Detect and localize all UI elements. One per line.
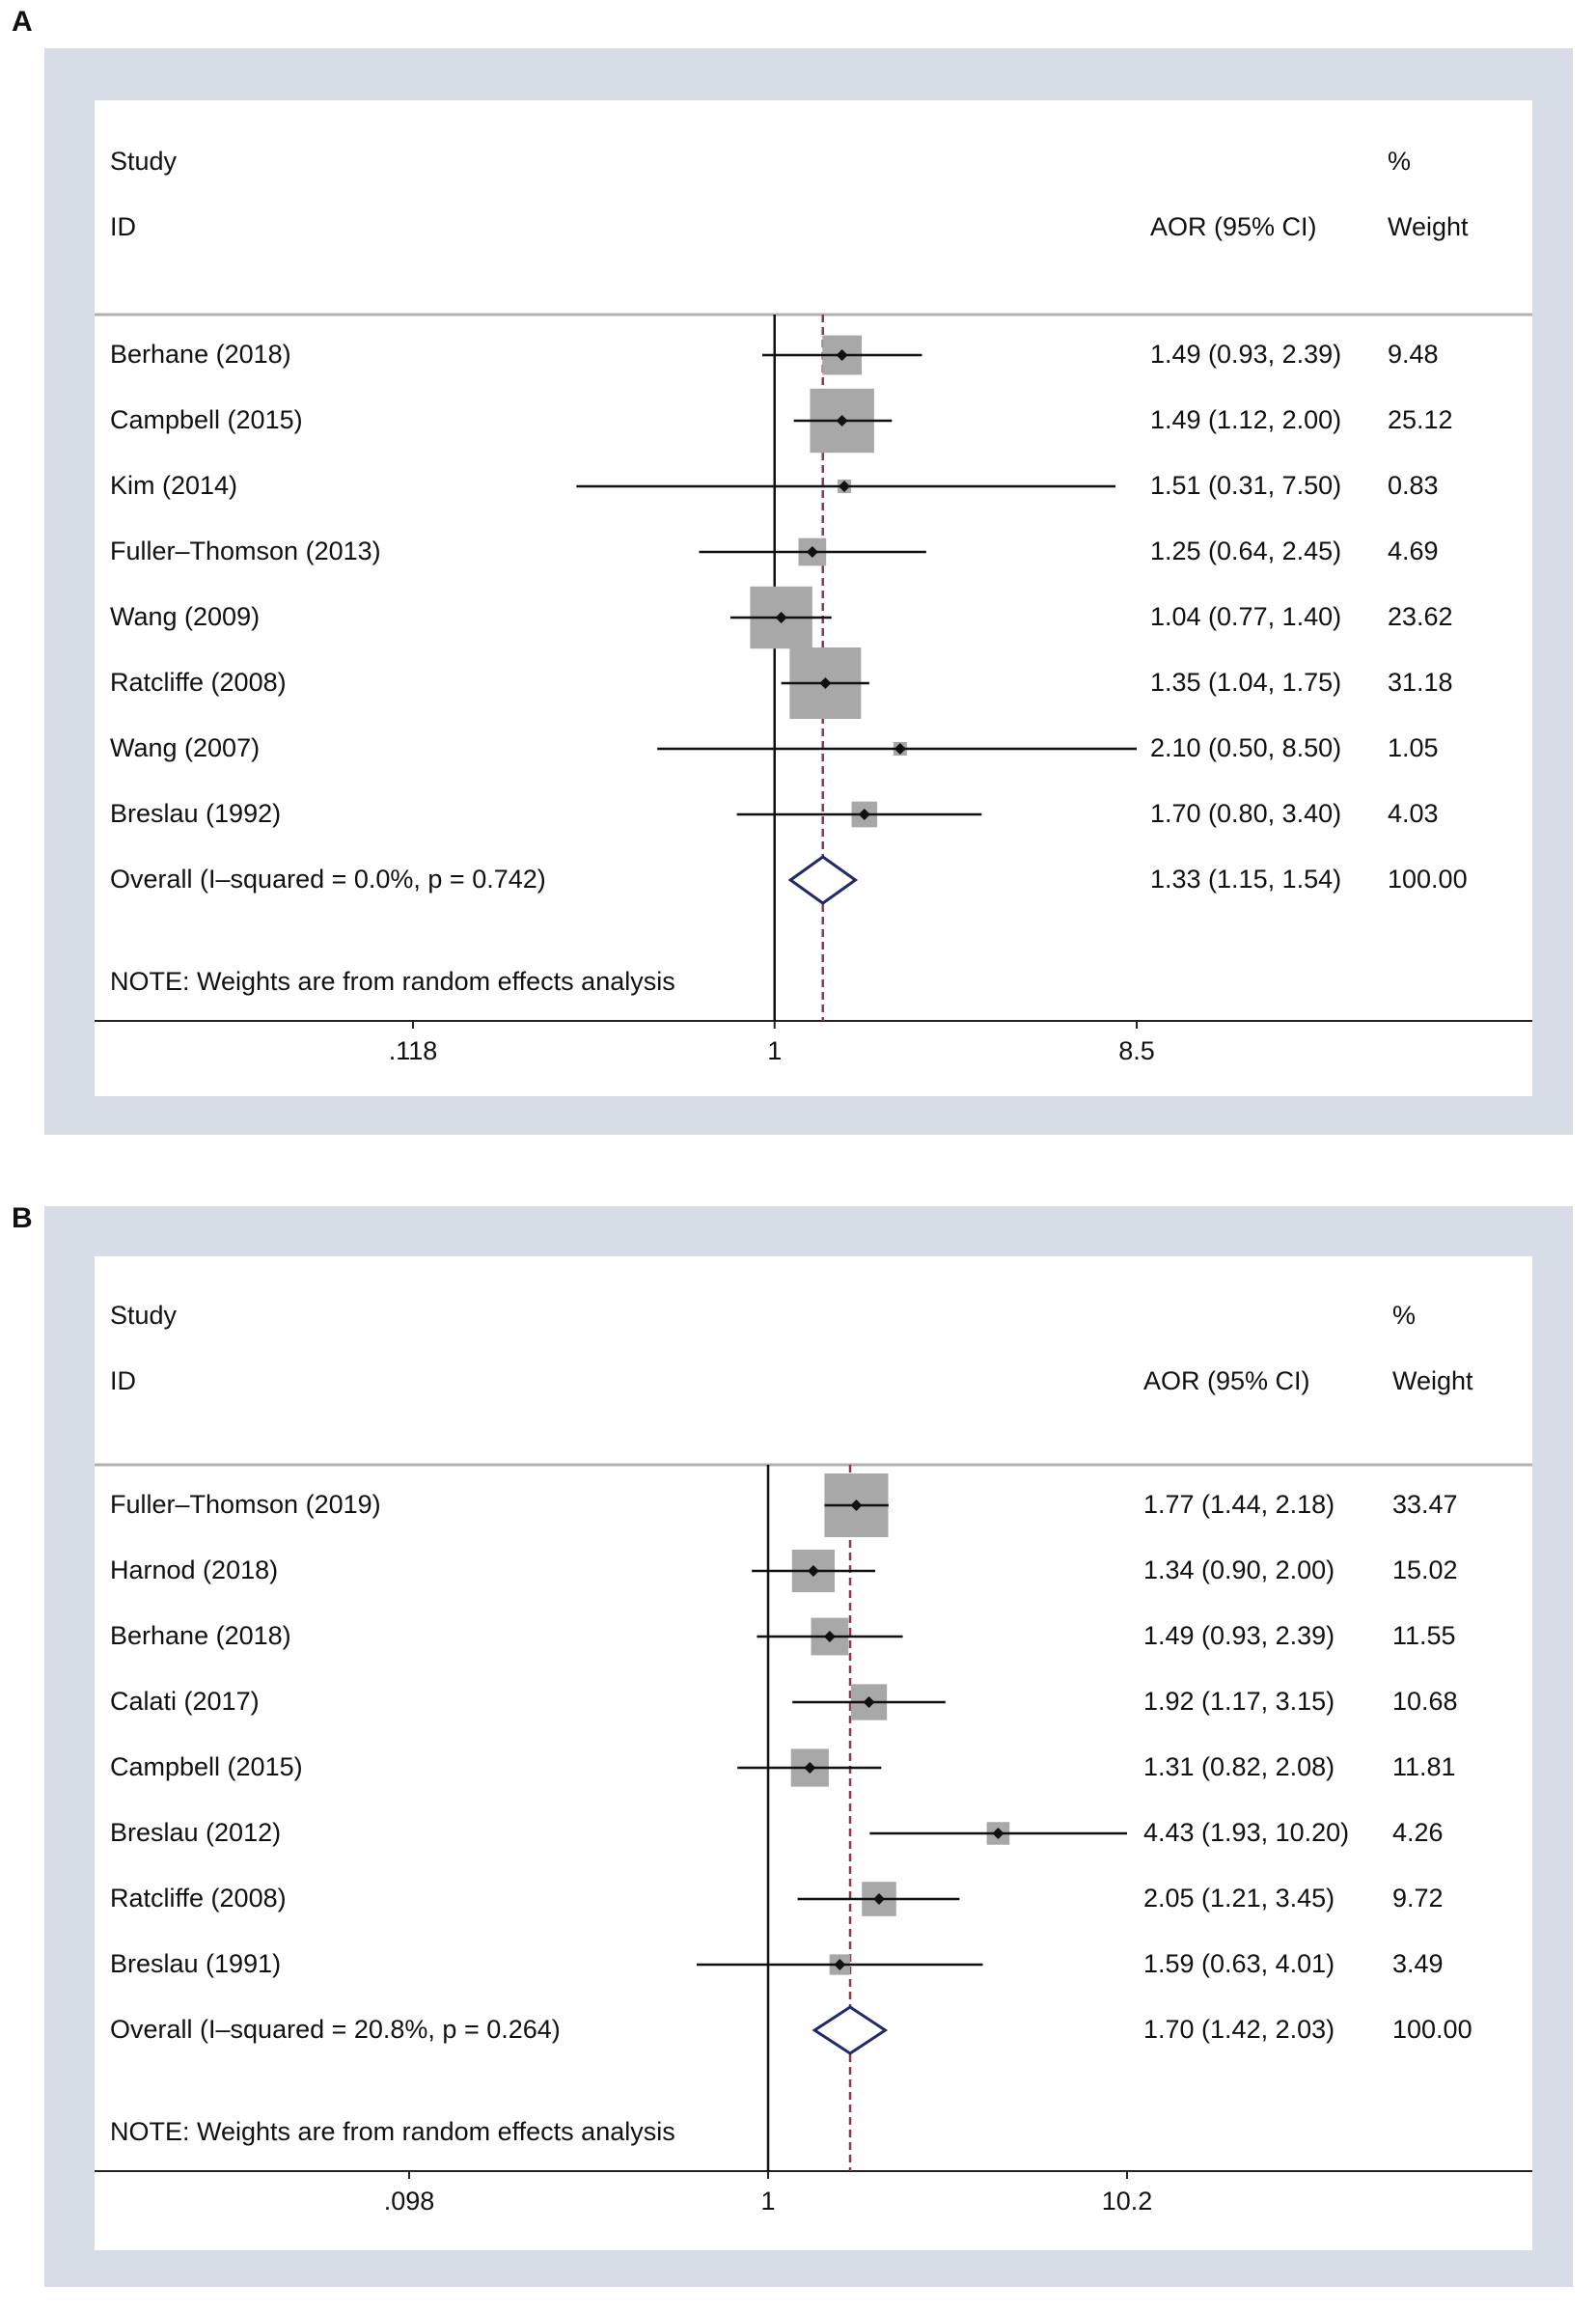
study-ci-label: 1.49 (0.93, 2.39) [1150, 340, 1341, 369]
study-label: Ratcliffe (2008) [110, 668, 287, 697]
header-study: Study [110, 147, 178, 176]
overall-weight-label: 100.00 [1388, 865, 1468, 894]
study-label: Kim (2014) [110, 471, 237, 500]
study-weight-label: 0.83 [1388, 471, 1439, 500]
header-pct: % [1388, 147, 1411, 176]
header-pct: % [1392, 1301, 1416, 1330]
study-ci-label: 1.77 (1.44, 2.18) [1143, 1490, 1335, 1519]
study-ci-label: 1.49 (0.93, 2.39) [1143, 1621, 1335, 1650]
header-id: ID [110, 212, 136, 241]
panel-b-plot-area: Study ID AOR (95% CI)% Weight Fuller–Thomson… [95, 1256, 1532, 2250]
header-study: Study [110, 1301, 178, 1330]
study-weight-label: 9.48 [1388, 340, 1439, 369]
study-weight-label: 3.49 [1392, 1949, 1444, 1978]
point-estimate [804, 1762, 816, 1774]
forest-plot-b: Study ID AOR (95% CI)% Weight Fuller–Thomson… [95, 1301, 1532, 2216]
point-estimate [775, 612, 787, 623]
overall-ci-label: 1.70 (1.42, 2.03) [1143, 2015, 1335, 2044]
overall-label: Overall (I–squared = 20.8%, p = 0.264) [110, 2015, 561, 2044]
study-weight-label: 25.12 [1388, 405, 1453, 434]
study-ci-label: 1.34 (0.90, 2.00) [1143, 1555, 1335, 1584]
study-ci-label: 1.35 (1.04, 1.75) [1150, 668, 1341, 697]
point-estimate [858, 809, 870, 820]
overall-weight-label: 100.00 [1392, 2015, 1472, 2044]
study-weight-label: 10.68 [1392, 1687, 1458, 1716]
study-weight-label: 31.18 [1388, 668, 1453, 697]
note-text: NOTE: Weights are from random effects an… [110, 967, 675, 996]
point-estimate [806, 546, 818, 558]
study-weight-label: 9.72 [1392, 1884, 1444, 1913]
study-ci-label: 1.04 (0.77, 1.40) [1150, 602, 1341, 631]
point-estimate [894, 743, 906, 755]
study-weight-label: 4.69 [1388, 537, 1439, 565]
x-tick-label: 8.5 [1118, 1036, 1155, 1065]
study-weight-label: 23.62 [1388, 602, 1453, 631]
panel-label-a: A [12, 6, 33, 38]
study-label: Harnod (2018) [110, 1555, 278, 1584]
overall-diamond [812, 2005, 889, 2055]
study-label: Berhane (2018) [110, 1621, 291, 1650]
point-estimate [836, 349, 848, 361]
study-weight-label: 33.47 [1392, 1490, 1458, 1519]
study-weight-label: 1.05 [1388, 733, 1439, 762]
header-effect: AOR (95% CI) [1150, 212, 1317, 241]
forest-plot-a: Study ID AOR (95% CI)% Weight Berhane (2018)… [95, 147, 1532, 1065]
study-label: Breslau (1992) [110, 799, 281, 828]
point-estimate [863, 1696, 875, 1708]
overall-label: Overall (I–squared = 0.0%, p = 0.742) [110, 865, 546, 894]
study-label: Wang (2009) [110, 602, 260, 631]
point-estimate [834, 1959, 846, 1970]
point-estimate [836, 415, 848, 427]
study-label: Fuller–Thomson (2013) [110, 537, 381, 565]
study-ci-label: 1.92 (1.17, 3.15) [1143, 1687, 1335, 1716]
point-estimate [873, 1893, 886, 1905]
study-weight-label: 15.02 [1392, 1555, 1458, 1584]
study-label: Wang (2007) [110, 733, 260, 762]
study-ci-label: 1.51 (0.31, 7.50) [1150, 471, 1341, 500]
study-label: Berhane (2018) [110, 340, 291, 369]
header-effect: AOR (95% CI) [1143, 1366, 1310, 1395]
overall-diamond [787, 855, 859, 905]
study-label: Campbell (2015) [110, 1752, 303, 1781]
overall-ci-label: 1.33 (1.15, 1.54) [1150, 865, 1341, 894]
study-weight-label: 11.81 [1392, 1752, 1456, 1781]
study-ci-label: 1.31 (0.82, 2.08) [1143, 1752, 1335, 1781]
header-weight: Weight [1388, 212, 1469, 241]
x-tick-label: 10.2 [1102, 2187, 1153, 2216]
study-ci-label: 4.43 (1.93, 10.20) [1143, 1818, 1349, 1847]
study-weight-label: 11.55 [1392, 1621, 1456, 1650]
study-ci-label: 1.70 (0.80, 3.40) [1150, 799, 1341, 828]
study-label: Campbell (2015) [110, 405, 303, 434]
study-ci-label: 1.49 (1.12, 2.00) [1150, 405, 1341, 434]
study-label: Fuller–Thomson (2019) [110, 1490, 381, 1519]
point-estimate [807, 1565, 819, 1577]
point-estimate [839, 481, 851, 492]
note-text: NOTE: Weights are from random effects an… [110, 2117, 675, 2146]
x-tick-label: 1 [761, 2187, 776, 2216]
study-weight-label: 4.03 [1388, 799, 1439, 828]
panel-a-plot-area: Study ID AOR (95% CI)% Weight Berhane (2018)… [95, 100, 1532, 1096]
point-estimate [819, 677, 832, 689]
study-label: Calati (2017) [110, 1687, 260, 1716]
header-id: ID [110, 1366, 136, 1395]
study-weight-label: 4.26 [1392, 1818, 1444, 1847]
study-label: Ratcliffe (2008) [110, 1884, 287, 1913]
panel-label-b: B [12, 1202, 33, 1234]
x-tick-label: .098 [384, 2187, 435, 2216]
study-ci-label: 2.10 (0.50, 8.50) [1150, 733, 1341, 762]
point-estimate [823, 1631, 836, 1642]
point-estimate [992, 1828, 1004, 1839]
study-label: Breslau (1991) [110, 1949, 281, 1978]
x-tick-label: .118 [389, 1036, 438, 1065]
x-tick-label: 1 [767, 1036, 782, 1065]
header-weight: Weight [1392, 1366, 1473, 1395]
study-ci-label: 1.25 (0.64, 2.45) [1150, 537, 1341, 565]
study-ci-label: 2.05 (1.21, 3.45) [1143, 1884, 1335, 1913]
study-ci-label: 1.59 (0.63, 4.01) [1143, 1949, 1335, 1978]
study-label: Breslau (2012) [110, 1818, 281, 1847]
point-estimate [850, 1500, 863, 1511]
